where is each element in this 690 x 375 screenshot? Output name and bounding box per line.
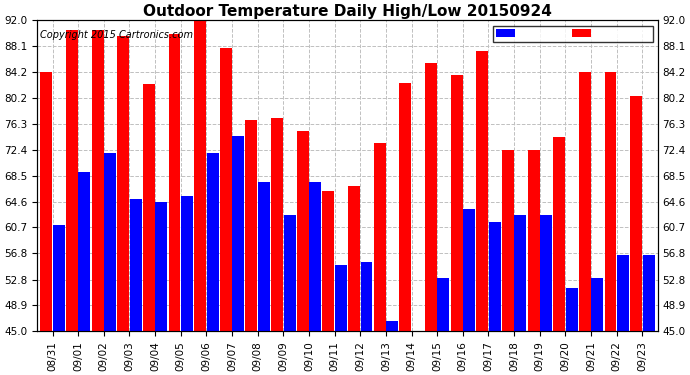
Bar bbox=[617, 255, 629, 331]
Bar bbox=[386, 321, 398, 331]
Bar bbox=[92, 30, 104, 331]
Bar bbox=[591, 278, 603, 331]
Bar bbox=[335, 265, 347, 331]
Bar bbox=[181, 196, 193, 331]
Bar bbox=[206, 153, 219, 331]
Bar bbox=[604, 72, 616, 331]
Bar bbox=[642, 255, 655, 331]
Bar bbox=[117, 36, 129, 331]
Bar bbox=[489, 222, 501, 331]
Bar bbox=[322, 191, 335, 331]
Bar bbox=[194, 18, 206, 331]
Bar bbox=[437, 278, 449, 331]
Bar bbox=[66, 30, 78, 331]
Bar bbox=[630, 96, 642, 331]
Bar bbox=[220, 48, 232, 331]
Bar bbox=[130, 199, 141, 331]
Bar bbox=[348, 186, 360, 331]
Bar bbox=[246, 120, 257, 331]
Bar bbox=[233, 136, 244, 331]
Bar bbox=[360, 262, 373, 331]
Bar bbox=[79, 172, 90, 331]
Bar bbox=[502, 150, 514, 331]
Bar bbox=[52, 225, 65, 331]
Title: Outdoor Temperature Daily High/Low 20150924: Outdoor Temperature Daily High/Low 20150… bbox=[143, 4, 552, 19]
Bar bbox=[566, 288, 578, 331]
Bar bbox=[476, 51, 489, 331]
Bar bbox=[297, 132, 308, 331]
Bar bbox=[284, 216, 295, 331]
Bar bbox=[309, 182, 321, 331]
Text: Copyright 2015 Cartronics.com: Copyright 2015 Cartronics.com bbox=[40, 30, 193, 40]
Bar bbox=[579, 72, 591, 331]
Bar bbox=[258, 182, 270, 331]
Bar bbox=[168, 34, 181, 331]
Legend: Low  (°F), High  (°F): Low (°F), High (°F) bbox=[493, 26, 653, 42]
Bar bbox=[374, 143, 386, 331]
Bar bbox=[514, 216, 526, 331]
Bar bbox=[143, 84, 155, 331]
Bar bbox=[540, 216, 552, 331]
Bar bbox=[528, 150, 540, 331]
Bar bbox=[451, 75, 462, 331]
Bar bbox=[425, 63, 437, 331]
Bar bbox=[553, 137, 565, 331]
Bar bbox=[463, 209, 475, 331]
Bar bbox=[40, 72, 52, 331]
Bar bbox=[104, 153, 116, 331]
Bar bbox=[271, 118, 283, 331]
Bar bbox=[400, 82, 411, 331]
Bar bbox=[155, 202, 167, 331]
